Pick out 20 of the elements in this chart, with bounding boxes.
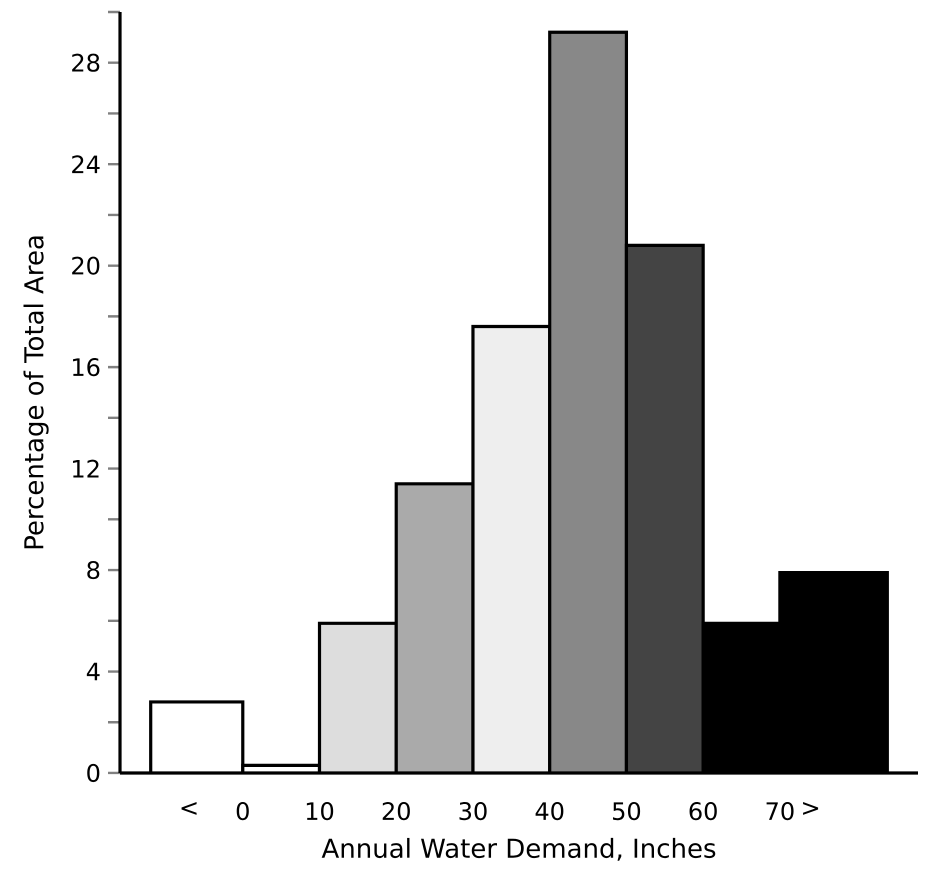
x-axis-title: Annual Water Demand, Inches: [322, 838, 716, 861]
y-tick-label: 0: [87, 764, 100, 782]
x-tick-label: 50: [613, 802, 640, 820]
x-tick-label: 20: [382, 802, 410, 820]
y-tick-label: 16: [73, 358, 100, 376]
x-tick-label: 70: [766, 802, 794, 820]
y-tick-label: 28: [72, 54, 100, 72]
x-tick-label: 30: [460, 802, 487, 820]
x-tick-label: 10: [306, 802, 334, 820]
y-tick-label: 20: [72, 256, 100, 275]
y-tick-label: 24: [72, 155, 100, 174]
x-tick-label: 0: [236, 802, 249, 820]
x-tick-label: <: [182, 802, 197, 815]
y-tick-label: 12: [73, 460, 99, 478]
x-tick-label: 60: [690, 802, 717, 820]
x-tick-label: 40: [536, 802, 564, 820]
y-tick-label: 8: [87, 560, 100, 580]
y-tick-label: 4: [86, 662, 100, 680]
x-tick-label: >: [803, 802, 818, 815]
y-axis-title: Percentage of Total Area: [24, 236, 49, 548]
